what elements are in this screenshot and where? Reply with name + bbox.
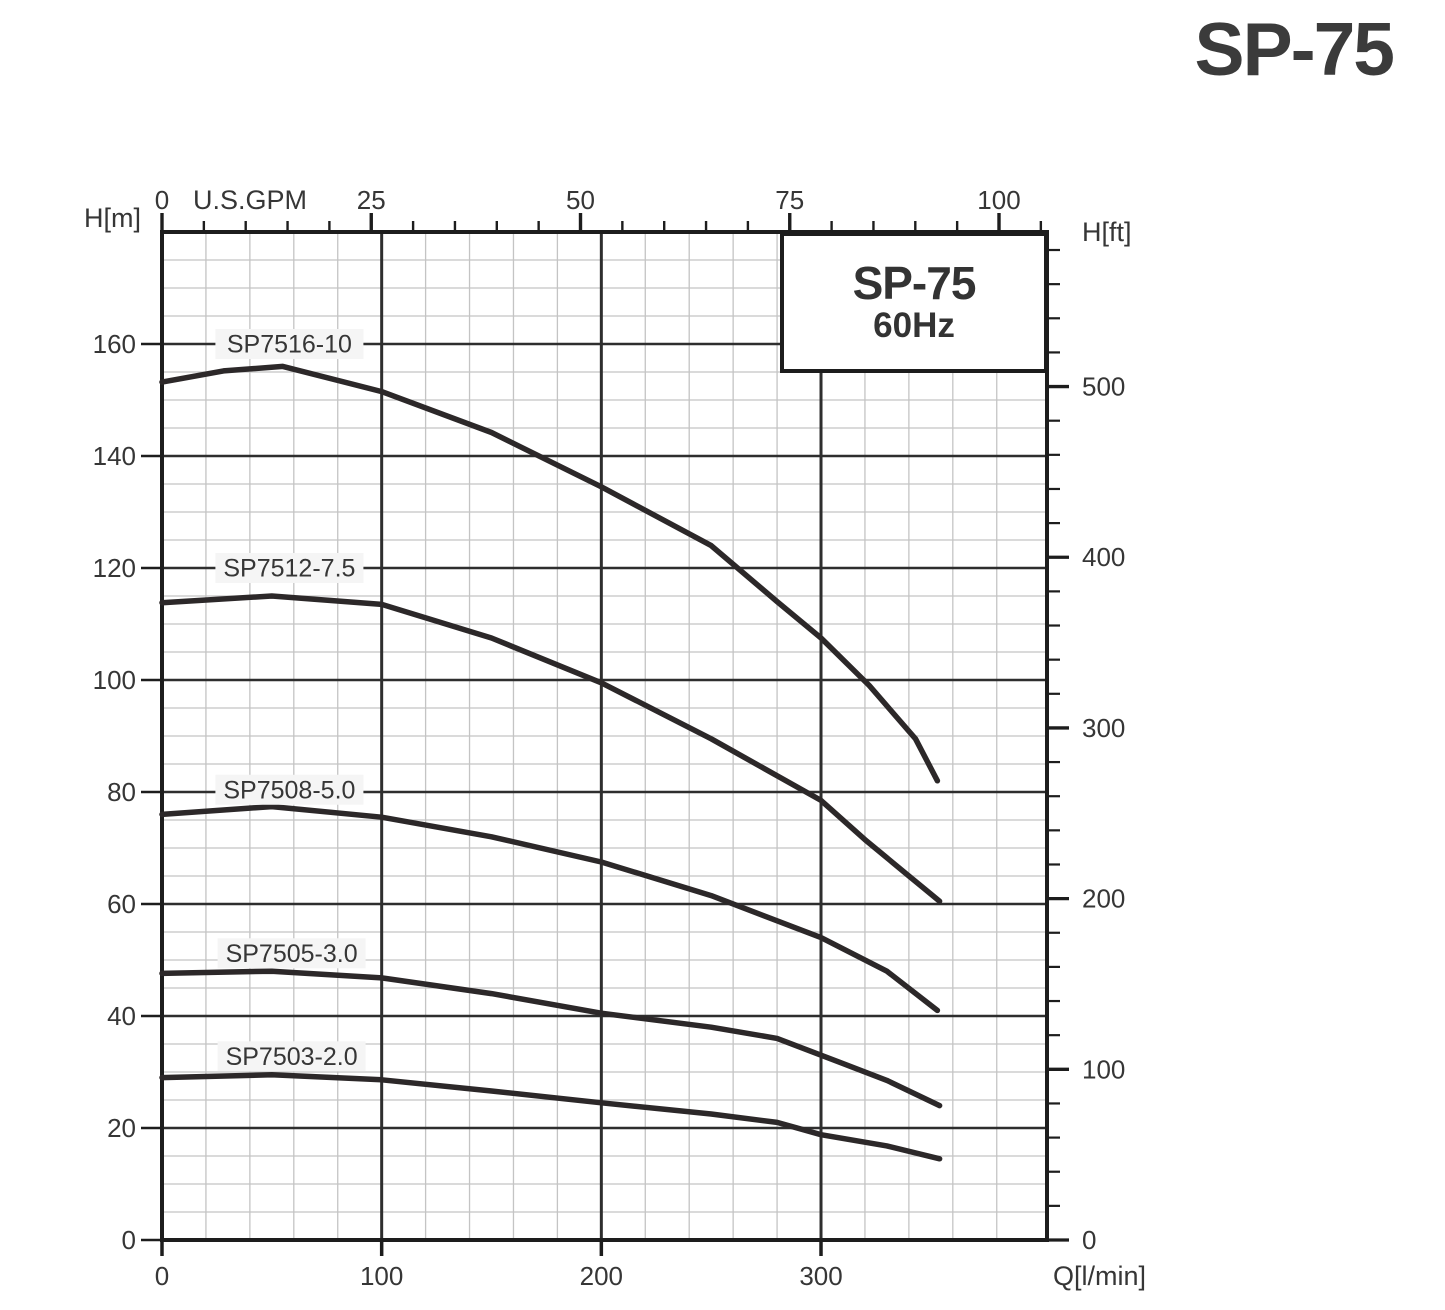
axis-tick-label: U.S.GPM bbox=[193, 185, 307, 215]
axis-tick-label: 50 bbox=[566, 185, 595, 215]
axis-tick-label: 200 bbox=[1082, 884, 1125, 914]
axis-tick-label: 0 bbox=[155, 1261, 169, 1291]
axis-left-m: 0 20 40 60 80 100 120 140 160 H[m] bbox=[84, 203, 162, 1255]
curve-label-text: SP7505-3.0 bbox=[226, 940, 358, 968]
axis-tick-label: 100 bbox=[93, 665, 136, 695]
curve-label-SP7508-5.0: SP7508-5.0 bbox=[215, 774, 364, 805]
axis-tick-label: 60 bbox=[107, 889, 136, 919]
curve-label-bg bbox=[215, 329, 364, 359]
axis-tick-label: 300 bbox=[799, 1261, 842, 1291]
curve-SP7516-10 bbox=[159, 363, 941, 784]
axis-tick-label: 75 bbox=[775, 185, 804, 215]
axis-tick-label: 200 bbox=[580, 1261, 623, 1291]
curve-label-text: SP7508-5.0 bbox=[223, 776, 355, 804]
curve-label-text: SP7516-10 bbox=[227, 331, 352, 359]
curve-labels: SP7516-10 SP7512-7.5 SP7508-5.0 SP7505-3.0 S… bbox=[215, 329, 366, 1072]
axis-tick-label: 25 bbox=[357, 185, 386, 215]
axis-tick-label: 20 bbox=[107, 1113, 136, 1143]
curve-SP7508-5.0 bbox=[159, 803, 941, 1014]
legend-box: SP-75 60Hz bbox=[780, 232, 1048, 373]
curve-label-bg bbox=[217, 1041, 366, 1072]
axis-tick-label: 0 bbox=[122, 1225, 136, 1255]
curve-label-text: SP7512-7.5 bbox=[223, 555, 355, 583]
curve-label-bg bbox=[215, 553, 364, 583]
axis-tick-label: 40 bbox=[107, 1001, 136, 1031]
curve-SP7503-2.0 bbox=[159, 1072, 943, 1162]
curve-label-SP7505-3.0: SP7505-3.0 bbox=[217, 938, 366, 969]
plot-frame bbox=[160, 230, 1049, 1242]
curve-label-SP7512-7.5: SP7512-7.5 bbox=[215, 553, 364, 583]
axis-bottom-lmin: 0 100 200 300 Q[l/min] bbox=[155, 1240, 1146, 1291]
axis-tick-label: H[m] bbox=[84, 203, 141, 233]
axis-right-ft: 0 100 200 300 400 500 H[ft] bbox=[1047, 217, 1132, 1255]
axis-tick-label: 100 bbox=[977, 185, 1020, 215]
axis-tick-label: 100 bbox=[360, 1261, 403, 1291]
axis-tick-label: 0 bbox=[1082, 1225, 1096, 1255]
axis-tick-label: Q[l/min] bbox=[1053, 1261, 1146, 1291]
page-title: SP-75 bbox=[1194, 7, 1395, 91]
curve-label-bg bbox=[217, 938, 366, 969]
axis-tick-label: 300 bbox=[1082, 713, 1125, 743]
axis-tick-label: 80 bbox=[107, 777, 136, 807]
curve-label-SP7503-2.0: SP7503-2.0 bbox=[217, 1041, 366, 1072]
grid-minor bbox=[162, 232, 1047, 1240]
curve-label-text: SP7503-2.0 bbox=[226, 1043, 358, 1071]
legend-frequency-label: 60Hz bbox=[873, 306, 955, 346]
axis-tick-label: 120 bbox=[93, 553, 136, 583]
axis-tick-label: 160 bbox=[93, 329, 136, 359]
axis-tick-label: 500 bbox=[1082, 372, 1125, 402]
grid-major bbox=[162, 232, 1047, 1240]
legend-model-label: SP-75 bbox=[852, 257, 977, 310]
axis-tick-label: 400 bbox=[1082, 542, 1125, 572]
axis-tick-label: 140 bbox=[93, 441, 136, 471]
curve-label-bg bbox=[215, 774, 364, 805]
curve-SP7505-3.0 bbox=[159, 968, 943, 1109]
axis-tick-label: 0 bbox=[155, 185, 169, 215]
pump-curves bbox=[159, 363, 943, 1162]
axis-tick-label: 100 bbox=[1082, 1054, 1125, 1084]
axis-top-gpm: 0 25 50 75 100 U.S.GPM bbox=[155, 185, 1043, 232]
curve-label-SP7516-10: SP7516-10 bbox=[215, 329, 364, 359]
curve-SP7512-7.5 bbox=[159, 593, 943, 904]
axis-tick-label: H[ft] bbox=[1082, 217, 1132, 247]
